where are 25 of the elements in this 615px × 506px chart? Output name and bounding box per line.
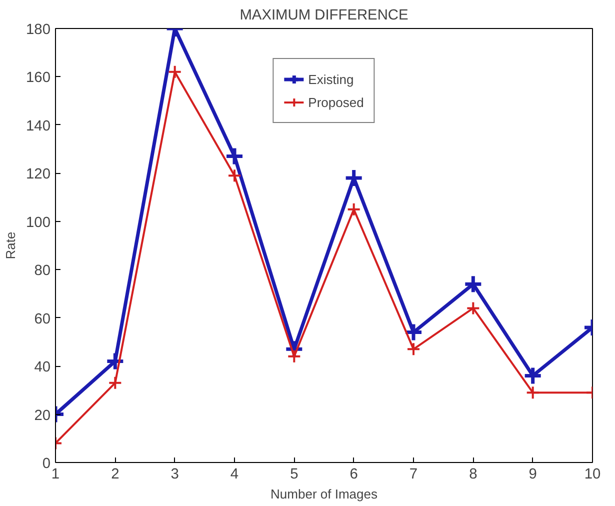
- legend-label: Proposed: [308, 94, 364, 110]
- x-tick-label: 8: [469, 466, 478, 482]
- x-tick-label: 10: [584, 466, 601, 482]
- y-tick-label: 180: [26, 22, 51, 38]
- chart-title: MAXIMUM DIFFERENCE: [240, 8, 408, 24]
- legend-label: Existing: [308, 72, 354, 86]
- y-tick-label: 40: [34, 360, 51, 376]
- y-tick-label: 160: [26, 70, 51, 86]
- x-tick-label: 7: [409, 466, 418, 482]
- x-tick-label: 4: [230, 466, 239, 482]
- y-axis-title: Rate: [3, 232, 18, 260]
- x-tick-label: 9: [528, 466, 537, 482]
- x-tick-label: 6: [350, 466, 358, 482]
- x-tick-label: 3: [170, 466, 179, 482]
- x-tick-label: 2: [111, 466, 120, 482]
- y-tick-label: 100: [26, 214, 51, 231]
- y-tick-label: 20: [34, 408, 51, 424]
- y-tick-label: 120: [26, 166, 51, 183]
- y-tick-label: 80: [34, 263, 51, 280]
- y-tick-label: 60: [34, 311, 51, 328]
- x-tick-label: 5: [290, 466, 298, 482]
- y-tick-label: 140: [26, 118, 51, 134]
- y-tick-label: 0: [42, 456, 51, 472]
- x-tick-label: 1: [51, 466, 60, 482]
- x-axis-title: Number of Images: [270, 486, 378, 502]
